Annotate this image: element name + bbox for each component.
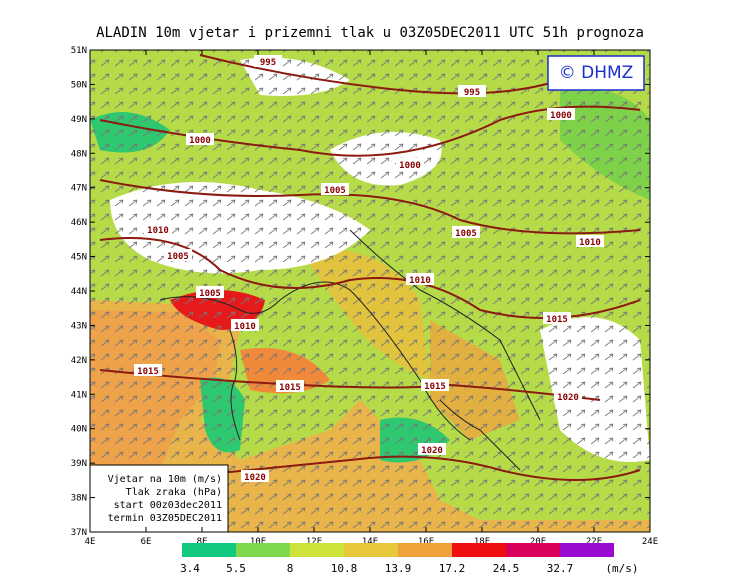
isobar-label-bg [196, 286, 224, 298]
isobar-label: 1005 [167, 252, 189, 262]
colorbar-swatch [182, 543, 236, 557]
longitude-label: 14E [362, 537, 378, 547]
longitude-label: 8E [197, 537, 208, 547]
colorbar-label: 3.4 [180, 562, 200, 575]
latitude-label: 46N [71, 218, 87, 228]
colorbar-swatch [344, 543, 398, 557]
longitude-label: 6E [141, 537, 152, 547]
copyright: © DHMZ [559, 63, 634, 83]
isobar-label-bg [144, 223, 172, 235]
isobar-label: 1020 [244, 473, 266, 483]
isobar-label: 1000 [399, 161, 421, 171]
colorbar-swatch [560, 543, 614, 557]
longitude-label: 18E [474, 537, 490, 547]
isobar-label-bg [458, 85, 486, 97]
isobar-label: 1000 [550, 111, 572, 121]
isobar-label: 1010 [147, 226, 169, 236]
isobar-label: 1005 [455, 229, 477, 239]
isobar-label-bg [231, 319, 259, 331]
isobar-label: 1010 [579, 238, 601, 248]
map-field [90, 50, 650, 532]
latitude-label: 51N [71, 46, 87, 56]
isobar-label-bg [452, 226, 480, 238]
colorbar-label: 8 [287, 562, 294, 575]
isobar-label: 1015 [424, 382, 446, 392]
isobar-label: 1000 [189, 136, 211, 146]
latitude-label: 42N [71, 356, 87, 366]
colorbar-label: 32.7 [547, 562, 574, 575]
legend-line: termin 03Z05DEC2011 [108, 513, 222, 524]
isobar-label-bg [276, 380, 304, 392]
isobar-label-bg [396, 158, 424, 170]
isobar-label: 1010 [409, 276, 431, 286]
isobar-label-bg [254, 55, 282, 67]
longitude-label: 24E [642, 537, 658, 547]
isobar-label: 1005 [324, 186, 346, 196]
colorbar-swatch [290, 543, 344, 557]
longitude-label: 20E [530, 537, 546, 547]
isobar-label-bg [421, 379, 449, 391]
longitude-label: 16E [418, 537, 434, 547]
isobar-label-bg [134, 364, 162, 376]
title: ALADIN 10m vjetar i prizemni tlak u 03Z0… [96, 25, 644, 41]
longitude-label: 4E [85, 537, 96, 547]
isobar-label-bg [406, 273, 434, 285]
latitude-label: 41N [71, 390, 87, 400]
colorbar-swatch [506, 543, 560, 557]
colorbar-label: 13.9 [385, 562, 412, 575]
isobar-label-bg [418, 443, 446, 455]
colorbar-label: 17.2 [439, 562, 466, 575]
copyright-box [547, 55, 645, 91]
legend-box [89, 464, 229, 533]
isobar-label: 1010 [234, 322, 256, 332]
colorbar-label: 5.5 [226, 562, 246, 575]
colorbar-swatch [398, 543, 452, 557]
isobar-label: 1020 [421, 446, 443, 456]
longitude-label: 12E [306, 537, 322, 547]
isobar-label-bg [543, 312, 571, 324]
isobar-label: 1015 [137, 367, 159, 377]
latitude-label: 37N [71, 528, 87, 538]
legend-line: Tlak zraka (hPa) [126, 487, 222, 498]
isobar-label-bg [321, 183, 349, 195]
latitude-label: 40N [71, 425, 87, 435]
isobar-label: 995 [464, 88, 480, 98]
latitude-label: 48N [71, 149, 87, 159]
latitude-label: 38N [71, 494, 87, 504]
legend-line: Vjetar na 10m (m/s) [108, 474, 222, 485]
isobar-label: 1005 [199, 289, 221, 299]
longitude-label: 10E [250, 537, 266, 547]
colorbar-unit: (m/s) [605, 562, 638, 575]
isobar-label: 1020 [557, 393, 579, 403]
isobar-label: 1015 [546, 315, 568, 325]
latitude-label: 43N [71, 321, 87, 331]
isobar-label-bg [241, 470, 269, 482]
colorbar-swatch [236, 543, 290, 557]
isobar-label-bg [186, 133, 214, 145]
colorbar-label: 10.8 [331, 562, 358, 575]
colorbar-swatch [452, 543, 506, 557]
isobar-label-bg [576, 235, 604, 247]
isobar-label-bg [164, 249, 192, 261]
latitude-label: 50N [71, 80, 87, 90]
latitude-label: 47N [71, 184, 87, 194]
isobar-label-bg [547, 108, 575, 120]
latitude-label: 39N [71, 459, 87, 469]
latitude-label: 49N [71, 115, 87, 125]
isobar-label: 1015 [279, 383, 301, 393]
latitude-label: 45N [71, 253, 87, 263]
latitude-label: 44N [71, 287, 87, 297]
isobar-label: 995 [260, 58, 276, 68]
legend-line: start 00z03dec2011 [114, 500, 222, 511]
isobar-label-bg [554, 390, 582, 402]
longitude-label: 22E [586, 537, 602, 547]
colorbar-label: 24.5 [493, 562, 520, 575]
